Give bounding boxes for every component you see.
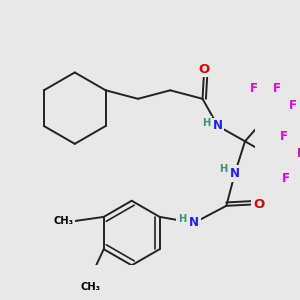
Text: H: H bbox=[178, 214, 186, 224]
Text: F: F bbox=[280, 130, 288, 143]
Text: F: F bbox=[250, 82, 257, 95]
Text: F: F bbox=[282, 172, 290, 185]
Text: F: F bbox=[297, 147, 300, 160]
Text: N: N bbox=[230, 167, 240, 180]
Text: N: N bbox=[189, 216, 199, 229]
Text: CH₃: CH₃ bbox=[81, 282, 101, 292]
Text: N: N bbox=[213, 119, 223, 133]
Text: H: H bbox=[202, 118, 210, 128]
Text: F: F bbox=[273, 82, 281, 95]
Text: H: H bbox=[219, 164, 227, 174]
Text: O: O bbox=[253, 198, 264, 211]
Text: F: F bbox=[289, 99, 297, 112]
Text: CH₃: CH₃ bbox=[54, 216, 74, 226]
Text: O: O bbox=[199, 63, 210, 76]
